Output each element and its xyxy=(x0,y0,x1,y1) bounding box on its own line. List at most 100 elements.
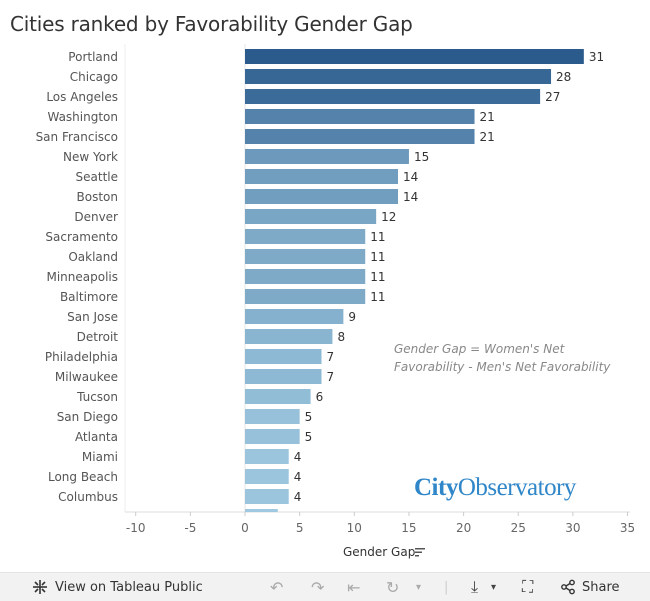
category-label: Seattle xyxy=(76,170,118,184)
value-label: 21 xyxy=(480,130,495,144)
value-label: 4 xyxy=(294,490,302,504)
bar-columbus[interactable] xyxy=(245,489,289,504)
x-tick-label: 15 xyxy=(401,521,416,535)
refresh-dropdown-icon[interactable]: ▾ xyxy=(416,581,422,593)
x-tick-label: 35 xyxy=(620,521,635,535)
category-label: Long Beach xyxy=(48,470,118,484)
bar-atlanta[interactable] xyxy=(245,429,300,444)
category-label: Los Angeles xyxy=(46,90,118,104)
category-label: San Diego xyxy=(57,410,118,424)
annotation-line-1: Gender Gap = Women's Net xyxy=(394,342,565,356)
value-label: 31 xyxy=(589,50,604,64)
annotation-line-2: Favorability - Men's Net Favorability xyxy=(394,360,611,374)
category-label: Philadelphia xyxy=(45,350,118,364)
x-tick-label: 0 xyxy=(241,521,249,535)
bar-milwaukee[interactable] xyxy=(245,369,322,384)
chart-title: Cities ranked by Favorability Gender Gap xyxy=(10,12,413,36)
category-label: Columbus xyxy=(58,490,118,504)
value-label: 8 xyxy=(337,330,345,344)
annotation: Gender Gap = Women's Net Favorability - … xyxy=(394,340,624,376)
category-label: Milwaukee xyxy=(55,370,118,384)
bar-san-jose[interactable] xyxy=(245,309,344,324)
category-label: Boston xyxy=(77,190,118,204)
x-tick-label: 25 xyxy=(511,521,526,535)
bar-chicago[interactable] xyxy=(245,69,552,84)
category-label: Detroit xyxy=(77,330,119,344)
fullscreen-icon[interactable]: ⛶ xyxy=(522,577,534,596)
category-label: Oakland xyxy=(68,250,118,264)
bar-oakland[interactable] xyxy=(245,249,366,264)
value-label: 5 xyxy=(305,410,313,424)
value-label: 6 xyxy=(316,390,324,404)
share-label: Share xyxy=(582,579,620,595)
bar-tucson[interactable] xyxy=(245,389,311,404)
share-button[interactable]: Share xyxy=(560,573,620,601)
value-label: 11 xyxy=(370,270,385,284)
bar-partial[interactable] xyxy=(245,509,278,512)
x-tick-label: 5 xyxy=(296,521,304,535)
bar-philadelphia[interactable] xyxy=(245,349,322,364)
category-label: New York xyxy=(63,150,118,164)
download-dropdown-icon[interactable]: ▾ xyxy=(491,581,497,593)
x-tick-label: 10 xyxy=(347,521,362,535)
bar-los-angeles[interactable] xyxy=(245,89,541,104)
value-label: 28 xyxy=(556,70,571,84)
value-label: 11 xyxy=(370,290,385,304)
bar-chart: Portland Chicago Los Angeles Washington San … xyxy=(36,44,635,535)
value-label: 14 xyxy=(403,190,418,204)
bar-washington[interactable] xyxy=(245,109,475,124)
value-label: 11 xyxy=(370,250,385,264)
bar-boston[interactable] xyxy=(245,189,399,204)
share-icon xyxy=(561,579,575,595)
category-label: San Francisco xyxy=(36,130,118,144)
value-label: 11 xyxy=(370,230,385,244)
download-icon[interactable]: ⤓ xyxy=(471,577,479,596)
bar-sacramento[interactable] xyxy=(245,229,366,244)
bar-baltimore[interactable] xyxy=(245,289,366,304)
logo-part-city: City xyxy=(414,474,458,501)
bar-minneapolis[interactable] xyxy=(245,269,366,284)
category-label: Miami xyxy=(82,450,118,464)
footer-divider: | xyxy=(444,579,449,595)
tableau-logo-icon xyxy=(33,580,47,594)
category-label: San Jose xyxy=(67,310,118,324)
bar-detroit[interactable] xyxy=(245,329,333,344)
category-label: Baltimore xyxy=(60,290,118,304)
value-label: 9 xyxy=(348,310,356,324)
sort-icon[interactable] xyxy=(415,547,426,557)
bar-portland[interactable] xyxy=(245,49,584,64)
category-label: Portland xyxy=(68,50,118,64)
undo-icon[interactable]: ↶ xyxy=(270,577,284,597)
bar-long-beach[interactable] xyxy=(245,469,289,484)
category-label: Washington xyxy=(47,110,118,124)
view-on-tableau-label: View on Tableau Public xyxy=(55,579,203,595)
x-tick-label: -10 xyxy=(126,521,146,535)
value-label: 21 xyxy=(480,110,495,124)
value-label: 4 xyxy=(294,470,302,484)
category-label: Sacramento xyxy=(45,230,118,244)
bar-new-york[interactable] xyxy=(245,149,409,164)
category-label: Denver xyxy=(74,210,118,224)
tableau-footer: View on Tableau Public ↶ ↷ ⇤ ↻ ▾ | ⤓ ▾ ⛶… xyxy=(0,572,650,601)
category-label: Chicago xyxy=(70,70,118,84)
value-label: 7 xyxy=(327,370,335,384)
logo-part-observatory: Observatory xyxy=(457,474,577,501)
value-label: 27 xyxy=(545,90,560,104)
x-axis-label: Gender Gap xyxy=(343,545,416,559)
bar-san-francisco[interactable] xyxy=(245,129,475,144)
bar-san-diego[interactable] xyxy=(245,409,300,424)
value-label: 14 xyxy=(403,170,418,184)
bar-seattle[interactable] xyxy=(245,169,399,184)
category-label: Atlanta xyxy=(75,430,118,444)
x-tick-label: -5 xyxy=(184,521,196,535)
redo-icon[interactable]: ↷ xyxy=(311,577,325,597)
x-tick-label: 20 xyxy=(456,521,471,535)
revert-icon[interactable]: ⇤ xyxy=(347,577,361,597)
bar-miami[interactable] xyxy=(245,449,289,464)
value-label: 15 xyxy=(414,150,429,164)
view-on-tableau-button[interactable]: View on Tableau Public xyxy=(32,573,203,601)
refresh-icon[interactable]: ↻ xyxy=(386,577,400,597)
bar-denver[interactable] xyxy=(245,209,377,224)
x-tick-label: 30 xyxy=(565,521,580,535)
value-label: 4 xyxy=(294,450,302,464)
